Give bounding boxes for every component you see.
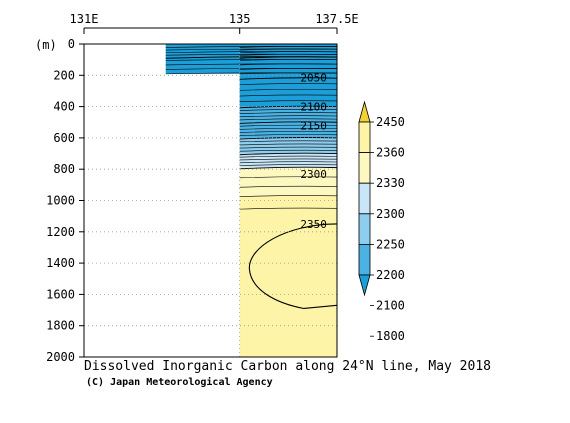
y-tick-label-800: 800 [53, 162, 75, 176]
contour-line-2030-s1 [239, 68, 337, 70]
contour-line-2090-s1 [239, 100, 337, 103]
colorbar-label-2100: 2100 [376, 299, 405, 313]
color-band-2250-2300 [239, 153, 337, 168]
colorbar-segment-2330-2360 [358, 121, 371, 154]
contour-line-2000-s1 [239, 56, 337, 59]
colorbar-segment-2300-2330 [358, 152, 371, 184]
color-band-2300-2330 [239, 167, 337, 196]
credit-text: (C) Japan Meteorological Agency [86, 377, 273, 388]
contour-line-2280-s1 [239, 161, 337, 164]
contour-line-2080-s1 [239, 94, 337, 97]
contour-line-2190-s1 [239, 134, 337, 136]
y-axis-unit-label: (m) [35, 38, 57, 52]
plot-area: 2050 2100 2150 2300 2350 [83, 43, 338, 358]
color-band-2330-2360 [239, 195, 337, 357]
contour-line-2250-s1 [239, 152, 337, 156]
colorbar-label-2250: 2250 [376, 237, 405, 251]
colorbar-label-2330: 2330 [376, 176, 405, 190]
contour-line-2170-s1 [239, 127, 337, 130]
colorbar-label-1800: 1800 [376, 329, 405, 343]
colorbar-label-2200: 2200 [376, 268, 405, 282]
y-tick-label-200: 200 [53, 68, 75, 82]
y-tick-label-2000: 2000 [46, 350, 75, 364]
contour-line-2020-s1 [239, 63, 337, 66]
contour-line-2140-s1 [239, 118, 337, 121]
contour-line-2230-s1 [239, 146, 337, 149]
axes: 131E 135 137.5E 0 200 400 600 800 1000 1200 1400 1… [35, 12, 359, 364]
contour-label-2150: 2150 [300, 119, 327, 132]
contour-line-2340-s1 [239, 207, 337, 210]
contour-line-2160-s1 [239, 124, 337, 127]
colorbar-segment-2200-2250 [358, 213, 371, 245]
contour-line-2180-s1 [239, 131, 337, 133]
contour-line-2040-s1 [239, 72, 337, 75]
colorbar-segment-2100-2200 [358, 243, 371, 276]
y-tick-label-1800: 1800 [46, 319, 75, 333]
contour-label-2050: 2050 [300, 72, 327, 85]
colorbar-label-2300: 2300 [376, 207, 405, 221]
contour-line-2330-s1 [239, 195, 337, 197]
contour-line-2010-s1 [239, 59, 337, 61]
contour-labels: 2050 2100 2150 2300 2350 [300, 72, 327, 231]
contour-line-2320-s1 [239, 185, 337, 188]
contour-line-2050-s1 [239, 77, 337, 80]
y-tick-label-1400: 1400 [46, 256, 75, 270]
y-tick-label-600: 600 [53, 131, 75, 145]
contour-line-1960-s1 [239, 46, 337, 48]
contour-line-2350 [248, 223, 337, 310]
y-tick-label-1600: 1600 [46, 287, 75, 301]
y-axis-ticks: 0 200 400 600 800 1000 1200 1400 1600 1800 2000 [46, 37, 84, 364]
y-tick-label-1200: 1200 [46, 225, 75, 239]
contour-line-2070-s1 [239, 88, 337, 91]
contour-line-2220-s1 [239, 143, 337, 146]
contour-line-2210-s1 [239, 140, 337, 143]
colorbar-label-2360: 2360 [376, 146, 405, 160]
contour-line-2130-s1 [239, 115, 337, 118]
contour-label-2350: 2350 [300, 218, 327, 231]
y-tick-label-400: 400 [53, 100, 75, 114]
contour-line-2310-s1 [239, 176, 337, 179]
contour-line-2110-s1 [239, 109, 337, 111]
contour-line-2240-s1 [239, 149, 337, 152]
contour-label-2100: 2100 [300, 101, 327, 114]
y-tick-label-0: 0 [68, 37, 75, 51]
contour-line-1990-s1 [239, 53, 337, 56]
colorbar-bottom-triangle [358, 274, 371, 297]
grid-lines [84, 44, 337, 357]
contour-line-1980-s1 [239, 51, 337, 53]
chart-title: Dissolved Inorganic Carbon along 24°N li… [84, 359, 491, 374]
colorbar-top-triangle [358, 100, 371, 123]
x-tick-label-135: 135 [229, 12, 251, 26]
contour-line-2300-s1 [239, 166, 337, 170]
contour-line-2290-s1 [239, 164, 337, 166]
x-tick-label-131: 131E [70, 12, 99, 26]
contour-label-2300: 2300 [300, 168, 327, 181]
contour-line-2060-s1 [239, 83, 337, 85]
y-tick-label-1000: 1000 [46, 194, 75, 208]
x-axis-ticks: 131E 135 137.5E [70, 12, 359, 34]
contour-line-2260-s1 [239, 155, 337, 158]
colorbar-label-2450: 2450 [376, 115, 405, 129]
contour-line-2150-s1 [239, 121, 337, 124]
colorbar: 2450 2360 2330 2300 2250 2200 2100 1800 [358, 100, 405, 343]
color-band-2200-2250 [239, 137, 337, 154]
contour-line-2120-s1 [239, 112, 337, 114]
contour-line-1970-s1 [239, 48, 337, 51]
colorbar-segment-2250-2300 [358, 182, 371, 215]
x-tick-label-137.5: 137.5E [315, 12, 358, 26]
contour-line-2270-s1 [239, 158, 337, 161]
